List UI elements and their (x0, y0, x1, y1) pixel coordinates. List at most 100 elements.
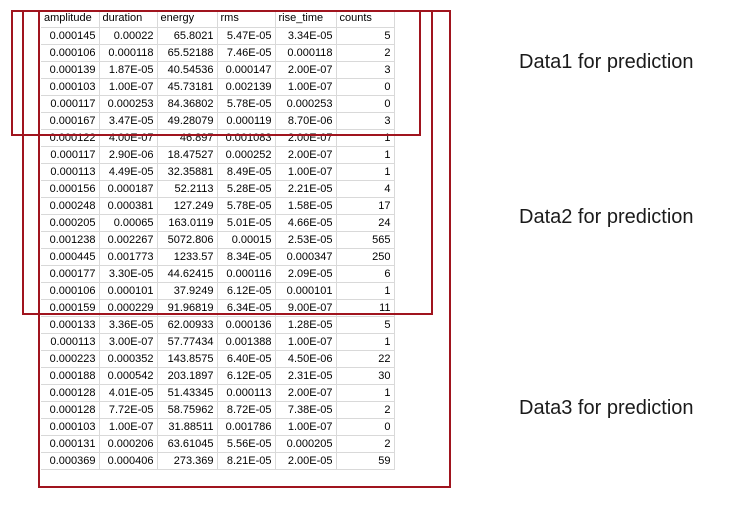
table-cell[interactable]: 0.000106 (41, 44, 100, 62)
table-cell[interactable]: 1 (336, 163, 395, 181)
table-cell[interactable]: 18.47527 (157, 146, 218, 164)
table-cell[interactable]: 163.0119 (157, 214, 218, 232)
table-cell[interactable]: 4.01E-05 (99, 384, 158, 402)
table-cell[interactable]: 63.61045 (157, 435, 218, 453)
table-cell[interactable]: 45.73181 (157, 78, 218, 96)
table-cell[interactable]: 0.000128 (41, 401, 100, 419)
table-cell[interactable]: 65.52188 (157, 44, 218, 62)
table-cell[interactable]: 1.00E-07 (275, 418, 337, 436)
table-cell[interactable]: 0.000406 (99, 452, 158, 470)
table-cell[interactable]: 0.000119 (217, 112, 276, 130)
column-header[interactable]: amplitude (41, 10, 100, 28)
column-header[interactable]: counts (336, 10, 395, 28)
table-cell[interactable]: 1.58E-05 (275, 197, 337, 215)
table-cell[interactable]: 0.001238 (41, 231, 100, 249)
table-cell[interactable]: 3 (336, 112, 395, 130)
table-cell[interactable]: 5 (336, 27, 395, 45)
table-cell[interactable]: 51.43345 (157, 384, 218, 402)
table-cell[interactable]: 0.000542 (99, 367, 158, 385)
column-header[interactable]: rise_time (275, 10, 337, 28)
table-cell[interactable]: 0.000101 (275, 282, 337, 300)
table-cell[interactable]: 0.000103 (41, 78, 100, 96)
table-cell[interactable]: 2.09E-05 (275, 265, 337, 283)
table-cell[interactable]: 6 (336, 265, 395, 283)
column-header[interactable]: duration (99, 10, 158, 28)
table-cell[interactable]: 0.000188 (41, 367, 100, 385)
table-cell[interactable]: 3.34E-05 (275, 27, 337, 45)
table-cell[interactable]: 6.34E-05 (217, 299, 276, 317)
table-cell[interactable]: 24 (336, 214, 395, 232)
table-cell[interactable]: 6.12E-05 (217, 367, 276, 385)
table-cell[interactable]: 273.369 (157, 452, 218, 470)
table-cell[interactable]: 22 (336, 350, 395, 368)
table-cell[interactable]: 58.75962 (157, 401, 218, 419)
table-cell[interactable]: 0.000128 (41, 384, 100, 402)
table-cell[interactable]: 0.000136 (217, 316, 276, 334)
table-cell[interactable]: 1.00E-07 (275, 333, 337, 351)
table-cell[interactable]: 30 (336, 367, 395, 385)
table-cell[interactable]: 57.77434 (157, 333, 218, 351)
table-cell[interactable]: 8.34E-05 (217, 248, 276, 266)
table-cell[interactable]: 1.28E-05 (275, 316, 337, 334)
table-cell[interactable]: 1.87E-05 (99, 61, 158, 79)
table-cell[interactable]: 8.70E-06 (275, 112, 337, 130)
table-cell[interactable]: 0.000352 (99, 350, 158, 368)
table-cell[interactable]: 11 (336, 299, 395, 317)
table-cell[interactable]: 91.96819 (157, 299, 218, 317)
table-cell[interactable]: 4.49E-05 (99, 163, 158, 181)
table-cell[interactable]: 40.54536 (157, 61, 218, 79)
table-cell[interactable]: 2 (336, 401, 395, 419)
table-cell[interactable]: 0.002139 (217, 78, 276, 96)
table-cell[interactable]: 4.50E-06 (275, 350, 337, 368)
table-cell[interactable]: 2.90E-06 (99, 146, 158, 164)
table-cell[interactable]: 0.000187 (99, 180, 158, 198)
table-cell[interactable]: 1233.57 (157, 248, 218, 266)
table-cell[interactable]: 0.00022 (99, 27, 158, 45)
table-cell[interactable]: 5.28E-05 (217, 180, 276, 198)
table-cell[interactable]: 2.00E-07 (275, 61, 337, 79)
table-cell[interactable]: 1.00E-07 (275, 78, 337, 96)
table-cell[interactable]: 0.000253 (275, 95, 337, 113)
table-cell[interactable]: 1 (336, 384, 395, 402)
table-cell[interactable]: 143.8575 (157, 350, 218, 368)
table-cell[interactable]: 2 (336, 435, 395, 453)
table-cell[interactable]: 0.001773 (99, 248, 158, 266)
table-cell[interactable]: 0.000205 (275, 435, 337, 453)
table-cell[interactable]: 0.000177 (41, 265, 100, 283)
table-cell[interactable]: 1.00E-07 (99, 418, 158, 436)
table-cell[interactable]: 5.47E-05 (217, 27, 276, 45)
table-cell[interactable]: 0.000347 (275, 248, 337, 266)
table-cell[interactable]: 7.72E-05 (99, 401, 158, 419)
table-cell[interactable]: 3.47E-05 (99, 112, 158, 130)
table-cell[interactable]: 565 (336, 231, 395, 249)
table-cell[interactable]: 2.31E-05 (275, 367, 337, 385)
table-cell[interactable]: 0.000118 (275, 44, 337, 62)
table-cell[interactable]: 37.9249 (157, 282, 218, 300)
table-cell[interactable]: 0.000133 (41, 316, 100, 334)
table-cell[interactable]: 9.00E-07 (275, 299, 337, 317)
table-cell[interactable]: 65.8021 (157, 27, 218, 45)
table-cell[interactable]: 6.12E-05 (217, 282, 276, 300)
table-cell[interactable]: 0 (336, 95, 395, 113)
table-cell[interactable]: 0 (336, 78, 395, 96)
table-cell[interactable]: 2 (336, 44, 395, 62)
table-cell[interactable]: 8.21E-05 (217, 452, 276, 470)
table-cell[interactable]: 0.002267 (99, 231, 158, 249)
table-cell[interactable]: 0.000445 (41, 248, 100, 266)
table-cell[interactable]: 0.000117 (41, 95, 100, 113)
table-cell[interactable]: 4.66E-05 (275, 214, 337, 232)
table-cell[interactable]: 0.000103 (41, 418, 100, 436)
table-cell[interactable]: 49.28079 (157, 112, 218, 130)
table-cell[interactable]: 0.000205 (41, 214, 100, 232)
table-cell[interactable]: 1 (336, 282, 395, 300)
table-cell[interactable]: 5072.806 (157, 231, 218, 249)
table-cell[interactable]: 0.000229 (99, 299, 158, 317)
table-cell[interactable]: 0.000116 (217, 265, 276, 283)
table-cell[interactable]: 5.78E-05 (217, 95, 276, 113)
table-cell[interactable]: 2.00E-07 (275, 384, 337, 402)
table-cell[interactable]: 32.35881 (157, 163, 218, 181)
table-cell[interactable]: 3.00E-07 (99, 333, 158, 351)
column-header[interactable]: energy (157, 10, 218, 28)
table-cell[interactable]: 0.000167 (41, 112, 100, 130)
table-cell[interactable]: 5 (336, 316, 395, 334)
